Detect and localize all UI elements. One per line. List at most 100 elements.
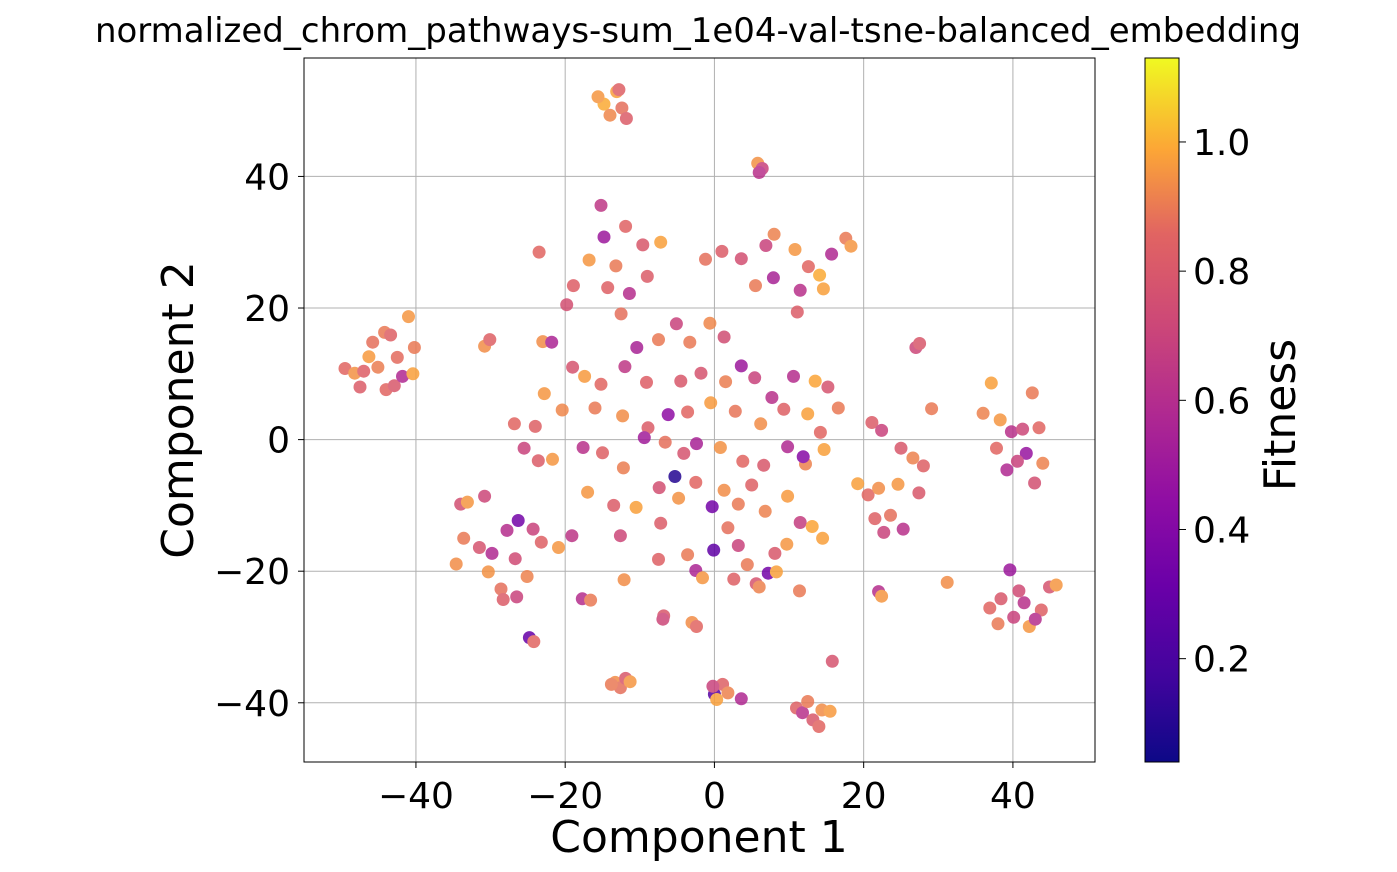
scatter-point — [674, 374, 688, 388]
scatter-point — [472, 541, 486, 554]
scatter-point — [681, 405, 695, 419]
plot-frame — [303, 57, 1096, 763]
scatter-point — [481, 565, 495, 579]
scatter-point — [976, 406, 990, 420]
scatter-point — [366, 335, 380, 349]
scatter-point — [640, 269, 654, 283]
scatter-point — [658, 435, 672, 449]
scatter-point — [641, 421, 655, 435]
scatter-point — [690, 620, 703, 633]
scatter-point — [1049, 578, 1063, 592]
scatter-point — [532, 245, 546, 259]
y-axis-ticks: −40 −20 0 20 40 — [214, 157, 304, 725]
scatter-point — [612, 83, 626, 97]
scatter-point — [656, 612, 670, 626]
scatter-point — [788, 243, 802, 256]
scatter-point — [517, 441, 531, 455]
scatter-point — [906, 451, 920, 465]
scatter-point — [891, 477, 905, 491]
scatter-point — [654, 516, 668, 530]
scatter-point — [681, 548, 695, 562]
x-tick-label: −20 — [527, 776, 603, 817]
y-tick-label: −40 — [214, 684, 290, 725]
scatter-point — [362, 350, 376, 364]
scatter-point — [875, 589, 889, 603]
scatter-point — [745, 478, 759, 492]
scatter-point — [754, 417, 768, 431]
data-points — [338, 83, 1063, 733]
scatter-point — [861, 488, 875, 502]
scatter-point — [765, 391, 779, 404]
colorbar-tick-label: 0.8 — [1193, 252, 1250, 293]
scatter-point — [801, 695, 815, 708]
scatter-point — [940, 575, 954, 589]
plot-area: −40 −20 0 20 40 −40 −20 0 20 40 — [214, 57, 1096, 817]
scatter-point — [740, 558, 754, 572]
scatter-point — [537, 387, 551, 401]
scatter-point — [637, 431, 651, 445]
scatter-point — [677, 446, 691, 460]
scatter-point — [831, 401, 845, 415]
scatter-point — [617, 573, 631, 587]
scatter-point — [578, 369, 592, 383]
scatter-point — [793, 516, 807, 529]
scatter-point — [748, 371, 762, 385]
scatter-point — [496, 593, 510, 606]
scatter-point — [721, 686, 735, 700]
scatter-point — [604, 677, 618, 691]
scatter-point — [801, 407, 815, 421]
scatter-point — [705, 500, 719, 514]
scatter-point — [781, 489, 795, 503]
scatter-point — [717, 330, 731, 344]
scatter-point — [706, 679, 720, 693]
scatter-point — [731, 497, 745, 511]
scatter-point — [672, 491, 686, 505]
scatter-point — [576, 441, 590, 454]
scatter-point — [816, 531, 830, 545]
chart-title: normalized_chrom_pathways-sum_1e04-val-t… — [95, 11, 1301, 51]
scatter-point — [990, 441, 1003, 455]
scatter-point — [817, 443, 831, 456]
scatter-point — [534, 535, 548, 549]
scatter-point — [357, 364, 371, 378]
scatter-point — [868, 512, 882, 526]
scatter-point — [520, 570, 534, 583]
scatter-point — [749, 279, 762, 293]
scatter-point — [531, 454, 545, 468]
scatter-point — [872, 481, 886, 495]
scatter-point — [694, 366, 708, 380]
scatter-point — [449, 557, 463, 571]
scatter-point — [715, 244, 729, 258]
scatter-point — [710, 693, 724, 706]
scatter-point — [1034, 603, 1048, 617]
scatter-point — [566, 360, 580, 374]
scatter-point — [390, 350, 404, 364]
scatter-point — [813, 425, 827, 439]
scatter-point — [704, 396, 718, 410]
scatter-point — [636, 238, 650, 252]
scatter-point — [813, 268, 827, 282]
scatter-point — [766, 271, 780, 285]
scatter-point — [1036, 456, 1050, 470]
scatter-point — [994, 592, 1008, 606]
scatter-point — [552, 541, 565, 554]
scatter-point — [875, 423, 889, 437]
scatter-point — [884, 508, 897, 522]
scatter-point — [790, 305, 804, 319]
scatter-point — [736, 454, 750, 468]
scatter-point — [1019, 446, 1033, 460]
x-tick-label: 0 — [703, 776, 726, 817]
y-tick-label: 0 — [267, 421, 290, 462]
colorbar-gradient — [1144, 57, 1180, 763]
scatter-point — [615, 101, 629, 115]
scatter-point — [652, 481, 666, 495]
scatter-point — [630, 341, 644, 354]
scatter-point — [984, 376, 998, 390]
scatter-point — [793, 283, 807, 297]
scatter-point — [812, 720, 826, 733]
scatter-point — [1017, 596, 1031, 610]
scatter-point — [703, 316, 717, 330]
scatter-point — [699, 252, 712, 266]
